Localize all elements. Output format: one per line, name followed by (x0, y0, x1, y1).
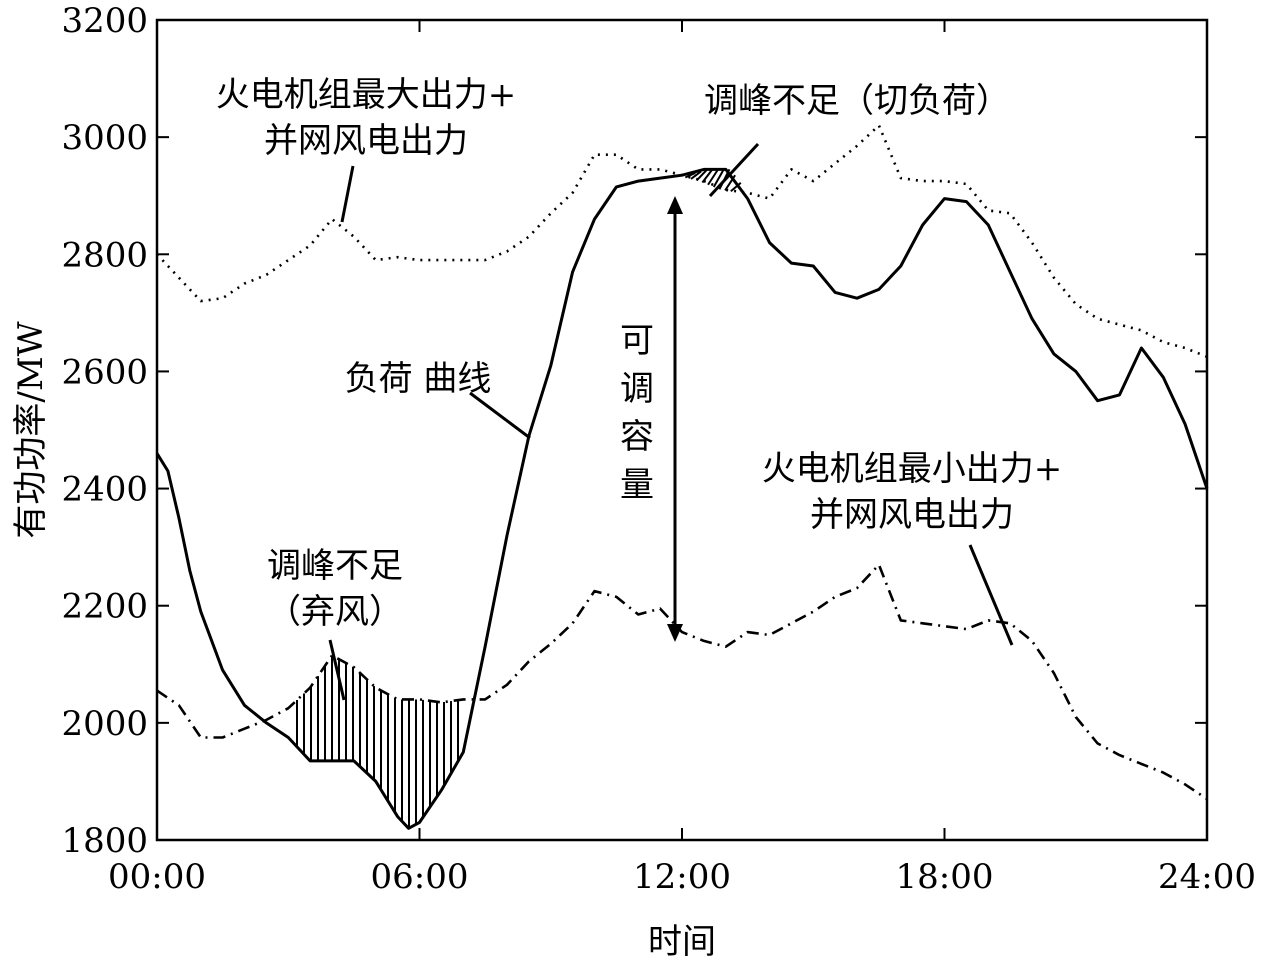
y-axis-label: 有功功率/MW (11, 321, 51, 538)
capacity-arrow-head-bottom (667, 624, 683, 642)
y-tick-label: 2400 (61, 470, 148, 510)
y-tick-label: 2800 (61, 235, 148, 275)
y-tick-label: 2200 (61, 587, 148, 627)
annotation-adjustable-capacity: 可调容量 (620, 321, 654, 505)
annotation-load-curve: 负荷 曲线 (345, 359, 492, 399)
annotation-shortage-wind-line1: 调峰不足 (267, 546, 403, 586)
axis-ticks: 00:00 06:00 12:00 18:00 24:00 1800 2000 2200 240… (61, 1, 1256, 897)
x-tick-label: 06:00 (371, 857, 469, 897)
y-tick-label: 2600 (61, 352, 148, 392)
x-tick-label: 12:00 (633, 857, 731, 897)
x-axis-label: 时间 (648, 922, 716, 962)
annotation-min-output-leader (970, 545, 1012, 645)
x-tick-label: 00:00 (108, 857, 206, 897)
series-load-curve-line (157, 169, 1207, 828)
capacity-label-char: 量 (620, 465, 654, 505)
annotation-min-output-line2: 并网风电出力 (810, 495, 1014, 535)
annotation-max-output-line1: 火电机组最大出力+ (216, 75, 517, 115)
capacity-label-char: 调 (620, 369, 654, 409)
annotation-min-output-line1: 火电机组最小出力+ (762, 449, 1063, 489)
y-tick-label: 1800 (61, 821, 148, 861)
capacity-arrow-head-top (667, 196, 683, 214)
annotation-max-output-line2: 并网风电出力 (264, 121, 468, 161)
annotation-shortage-wind-line2: （弃风） (267, 592, 403, 632)
capacity-label-char: 可 (620, 321, 654, 361)
annotation-load-curve-leader (470, 393, 530, 438)
y-tick-label: 3000 (61, 118, 148, 158)
annotation-max-output-leader (342, 166, 353, 222)
y-tick-label: 3200 (61, 1, 148, 41)
y-tick-label: 2000 (61, 704, 148, 744)
x-tick-label: 18:00 (896, 857, 994, 897)
annotation-shortage-cut-load: 调峰不足（切负荷） (704, 81, 1010, 121)
capacity-label-char: 容 (620, 417, 654, 457)
x-tick-label: 24:00 (1158, 857, 1256, 897)
